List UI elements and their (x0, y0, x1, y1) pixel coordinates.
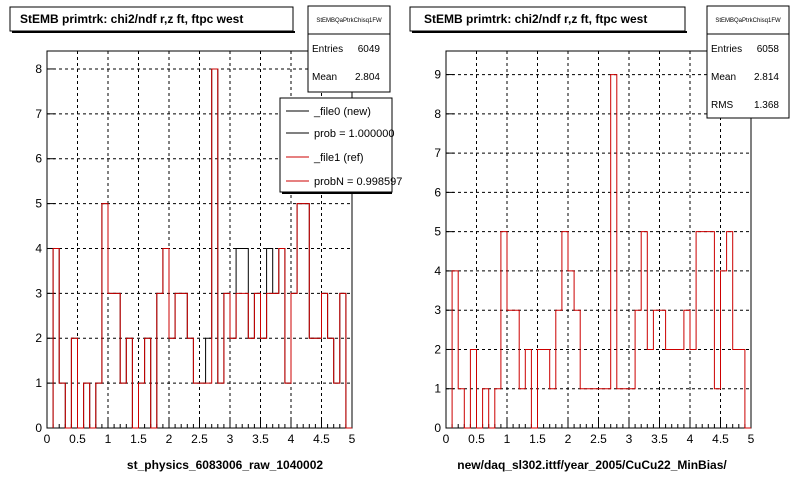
left-x-tick-label: 1.5 (130, 432, 147, 446)
left-series--file1-ref- (52, 68, 352, 429)
left-stats-frame (307, 5, 391, 93)
left-y-tick-label: 1 (35, 376, 42, 390)
left-y-tick-label: 4 (35, 241, 42, 255)
right-title-shadow (412, 31, 687, 33)
right-title-box: StEMB primtrk: chi2/ndf r,z ft, ftpc wes… (409, 6, 687, 33)
left-x-tick-label: 3 (227, 432, 234, 446)
left-stats-mean: 2.804 (355, 72, 380, 83)
left-title-box: StEMB primtrk: chi2/ndf r,z ft, ftpc wes… (9, 6, 295, 33)
left-stats-entries-label: Entries (312, 44, 343, 55)
legend-frame (279, 97, 393, 193)
right-y-tick-label: 0 (434, 421, 441, 435)
right-x-tick-label: 0 (443, 432, 450, 446)
legend-label-3: probN = 0.998597 (314, 176, 402, 188)
left-y-tick-label: 8 (35, 62, 42, 76)
right-x-tick-label: 5 (748, 432, 755, 446)
right-stats-mean: 2.814 (754, 72, 779, 83)
left-x-tick-label: 2 (166, 432, 173, 446)
right-histogram-panel: 0 0.5 1 1.5 2 2.5 3 3.5 4 4.5 5 0 1 2 3 4 5 6 7 8 9 StEMB pr… (409, 5, 790, 472)
right-title: StEMB primtrk: chi2/ndf r,z ft, ftpc wes… (424, 12, 647, 26)
left-x-tick-label: 3.5 (252, 432, 269, 446)
left-y-tick-label: 6 (35, 152, 42, 166)
left-stats-name: StEMBQaPtrkChisq1FW (316, 18, 382, 24)
right-x-tick-label: 4.5 (712, 432, 729, 446)
left-histogram-panel: 0 0.5 1 1.5 2 2.5 3 3.5 4 4.5 5 0 1 2 3 4 5 6 7 8 StEMB pri… (9, 5, 402, 472)
right-stats-frame (706, 5, 790, 119)
right-title-frame (409, 6, 686, 32)
right-series (451, 74, 751, 429)
right-stats-box: StEMBQaPtrkChisq1FW Entries 6058 Mean 2.… (706, 5, 790, 119)
legend-label-1: prob = 1.000000 (314, 128, 394, 140)
right-stats-mean-label: Mean (711, 72, 736, 83)
right-y-tick-label: 1 (434, 382, 441, 396)
right-stats-rms: 1.368 (754, 100, 779, 111)
right-y-tick-label: 3 (434, 303, 441, 317)
legend-shadow (282, 192, 392, 194)
left-x-axis-title: st_physics_6083006_raw_1040002 (127, 458, 323, 472)
right-x-tick-label: 4 (687, 432, 694, 446)
right-y-tick-label: 9 (434, 68, 441, 82)
left-x-tick-label: 0.5 (69, 432, 86, 446)
left-stats-box: StEMBQaPtrkChisq1FW Entries 6049 Mean 2.… (307, 5, 391, 93)
left-x-tick-label: 1 (105, 432, 112, 446)
left-title: StEMB primtrk: chi2/ndf r,z ft, ftpc wes… (20, 12, 243, 26)
right-y-tick-label: 6 (434, 185, 441, 199)
left-series (52, 68, 352, 429)
left-stats-entries: 6049 (358, 44, 381, 55)
right-series-histogram (451, 74, 751, 429)
right-x-tick-label: 2 (565, 432, 572, 446)
right-stats-name: StEMBQaPtrkChisq1FW (715, 18, 781, 24)
left-y-tick-label: 3 (35, 286, 42, 300)
left-title-shadow (12, 31, 295, 33)
right-y-tick-label: 7 (434, 146, 441, 160)
left-y-tick-label: 2 (35, 331, 42, 345)
left-legend: _file0 (new) prob = 1.000000 _file1 (ref… (279, 97, 402, 194)
right-stats-rms-label: RMS (711, 100, 734, 111)
right-x-tick-label: 1.5 (529, 432, 546, 446)
left-x-tick-label: 4.5 (313, 432, 330, 446)
left-x-tick-label: 5 (349, 432, 356, 446)
right-x-tick-label: 0.5 (468, 432, 485, 446)
left-x-tick-label: 2.5 (191, 432, 208, 446)
right-x-axis-title: new/daq_sl302.ittf/year_2005/CuCu22_MinB… (457, 458, 727, 472)
right-stats-entries: 6058 (757, 44, 780, 55)
left-x-tick-label: 4 (288, 432, 295, 446)
left-x-tick-label: 0 (44, 432, 51, 446)
right-y-tick-label: 8 (434, 107, 441, 121)
right-x-tick-label: 3.5 (651, 432, 668, 446)
right-x-tick-label: 2.5 (590, 432, 607, 446)
right-stats-entries-label: Entries (711, 44, 742, 55)
left-y-tick-label: 5 (35, 197, 42, 211)
right-y-tick-label: 5 (434, 225, 441, 239)
right-y-tick-label: 2 (434, 342, 441, 356)
left-y-tick-label: 0 (35, 421, 42, 435)
right-x-tick-label: 1 (504, 432, 511, 446)
left-y-tick-label: 7 (35, 107, 42, 121)
right-x-tick-label: 3 (626, 432, 633, 446)
right-y-tick-label: 4 (434, 264, 441, 278)
legend-label-2: _file1 (ref) (313, 152, 364, 164)
left-stats-mean-label: Mean (312, 72, 337, 83)
legend-label-0: _file0 (new) (313, 106, 371, 118)
